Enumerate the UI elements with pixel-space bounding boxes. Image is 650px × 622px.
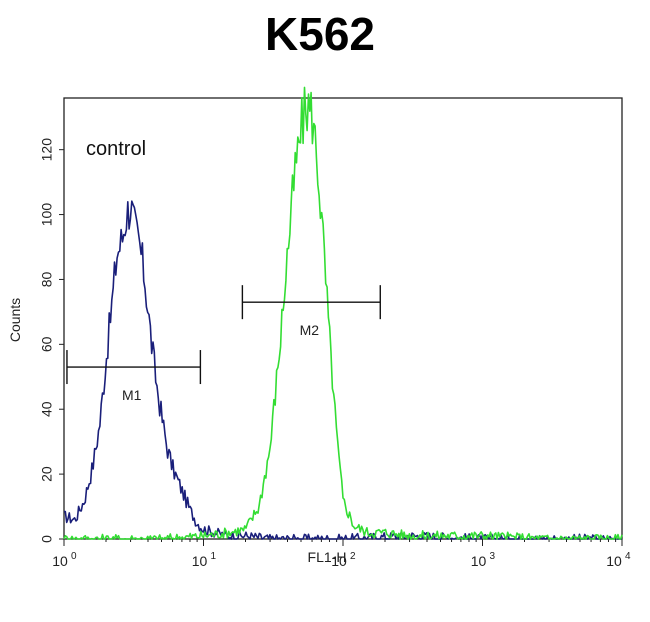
- series-line: [63, 86, 623, 540]
- x-tick-label: 10: [192, 553, 208, 569]
- x-tick-label: 10: [471, 553, 487, 569]
- marker-label: M1: [122, 387, 142, 403]
- y-tick-label: 60: [39, 336, 55, 352]
- control-annotation: control: [86, 138, 146, 160]
- x-tick-label: 10: [52, 553, 68, 569]
- y-tick-label: 20: [39, 466, 55, 482]
- x-tick-exponent: 1: [211, 551, 217, 562]
- plot-frame: [63, 97, 623, 540]
- x-tick-label: 10: [606, 553, 622, 569]
- marker-label: M2: [300, 322, 320, 338]
- x-tick-exponent: 3: [490, 551, 496, 562]
- y-tick-label: 100: [39, 203, 55, 227]
- gate-markers: M1 M2: [66, 285, 381, 403]
- y-tick-label: 80: [39, 271, 55, 287]
- series-line: [63, 200, 622, 540]
- y-axis-label: Counts: [7, 298, 23, 342]
- x-tick-label: 10: [331, 553, 347, 569]
- x-tick-exponent: 0: [71, 551, 77, 562]
- x-tick-exponent: 4: [625, 551, 631, 562]
- x-tick-exponent: 2: [350, 551, 356, 562]
- x-axis-label: FL1-H: [308, 549, 347, 565]
- y-tick-label: 120: [39, 138, 55, 162]
- y-tick-label: 0: [39, 535, 55, 543]
- chart-title: K562: [265, 8, 375, 60]
- histogram-series: [63, 86, 623, 540]
- y-tick-label: 40: [39, 401, 55, 417]
